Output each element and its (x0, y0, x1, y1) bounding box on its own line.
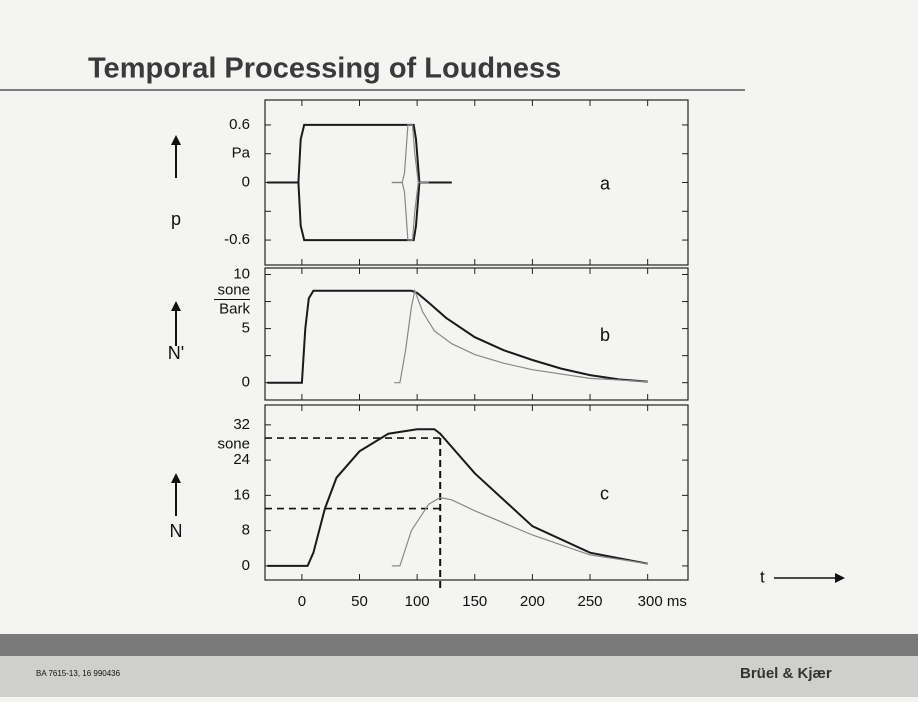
quantity-label: p (171, 209, 181, 229)
slide-title: Temporal Processing of Loudness (88, 53, 561, 85)
curve (391, 124, 429, 184)
x-tick-label: 100 (405, 593, 430, 610)
y-tick-label: 32 (233, 416, 250, 433)
x-tick-label: 150 (462, 593, 487, 610)
y-unit: Bark (219, 300, 250, 317)
footer-band (0, 634, 918, 656)
curve (394, 288, 648, 384)
y-tick-label: 10 (233, 265, 250, 282)
panel-label: b (600, 325, 610, 345)
x-tick-label: 0 (298, 593, 306, 610)
y-tick-label: 8 (242, 522, 250, 539)
y-tick-label: 0 (242, 173, 250, 190)
curve (267, 289, 648, 384)
curve (391, 496, 648, 567)
curve (267, 123, 452, 184)
y-tick-label: 0 (242, 557, 250, 574)
x-tick-label: 50 (351, 593, 368, 610)
x-tick-label: 300 ms (638, 593, 687, 610)
plot-frame (264, 404, 689, 581)
quantity-label: N' (168, 343, 184, 363)
y-tick-label: 0 (242, 374, 250, 391)
curve (267, 181, 452, 242)
brand: Brüel & Kjær (740, 665, 832, 682)
footer-code: BA 7615-13, 16 990436 (36, 669, 121, 678)
curve (267, 428, 648, 567)
y-unit: sone (217, 435, 250, 452)
curve (391, 181, 429, 241)
y-tick-label: 16 (233, 486, 250, 503)
y-tick-label: 0.6 (229, 116, 250, 133)
x-axis-label: t (760, 567, 765, 586)
footer-strip (0, 656, 918, 697)
quantity-label: N (170, 521, 183, 541)
y-tick-label: -0.6 (224, 231, 250, 248)
y-unit: sone (217, 281, 250, 298)
y-tick-label: 5 (242, 320, 250, 337)
y-unit: Pa (232, 145, 251, 162)
x-tick-label: 200 (520, 593, 545, 610)
plot-frame (264, 267, 689, 401)
x-tick-label: 250 (578, 593, 603, 610)
panel-label: a (600, 173, 611, 193)
panel-label: c (600, 483, 609, 503)
y-tick-label: 24 (233, 451, 250, 468)
